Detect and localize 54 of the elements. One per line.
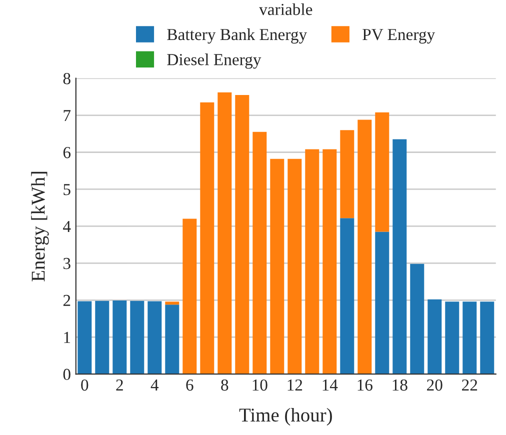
bar	[165, 304, 180, 374]
bar	[218, 92, 232, 374]
bar	[480, 302, 494, 374]
bar	[252, 132, 267, 374]
bar	[392, 139, 407, 374]
x-axis-title: Time (hour)	[239, 408, 332, 426]
x-tick-label: 6	[186, 379, 194, 391]
bar	[182, 218, 197, 374]
bar	[428, 299, 442, 374]
x-tick-label: 22	[462, 379, 478, 391]
y-axis-title: Energy [kWh]	[31, 172, 49, 282]
y-tick-label: 7	[64, 110, 71, 122]
y-tick-label: 0	[63, 368, 70, 380]
bar	[340, 130, 354, 218]
bar	[288, 158, 302, 374]
bar	[235, 94, 250, 374]
bar	[148, 301, 162, 374]
legend-label: Battery Bank Energy	[167, 28, 308, 44]
bar	[445, 302, 460, 374]
x-tick-label: 10	[252, 379, 268, 391]
x-tick-label: 0	[81, 379, 88, 391]
x-tick-label: 12	[288, 379, 302, 391]
x-tick-label: 4	[150, 380, 159, 391]
bar	[130, 300, 144, 374]
x-tick-label: 18	[392, 379, 408, 391]
x-tick-label: 20	[427, 379, 442, 391]
x-tick-label: 8	[221, 379, 228, 391]
bar	[78, 301, 92, 374]
x-tick-label: 2	[116, 379, 123, 391]
bar	[462, 302, 477, 374]
bar	[270, 158, 284, 374]
bar	[358, 120, 372, 374]
legend-label: Diesel Energy	[167, 54, 262, 69]
bar	[200, 102, 214, 374]
bar	[375, 232, 390, 374]
bar	[375, 112, 390, 232]
y-tick-label: 5	[64, 184, 70, 196]
bar	[410, 264, 424, 374]
bar	[322, 149, 337, 374]
y-tick-label: 3	[64, 258, 70, 270]
x-tick-label: 16	[358, 379, 372, 391]
bar	[112, 300, 127, 374]
y-tick-label: 4	[63, 221, 71, 232]
y-tick-label: 1	[64, 332, 70, 343]
y-tick-label: 2	[63, 294, 70, 306]
x-tick-label: 14	[322, 380, 338, 391]
legend-title: variable	[259, 3, 312, 16]
bar	[305, 149, 320, 374]
y-tick-label: 6	[63, 146, 71, 158]
bar	[95, 300, 110, 374]
bar	[165, 302, 180, 305]
y-tick-label: 8	[63, 73, 70, 84]
bar	[340, 218, 354, 374]
legend-label: PV Energy	[362, 29, 436, 44]
